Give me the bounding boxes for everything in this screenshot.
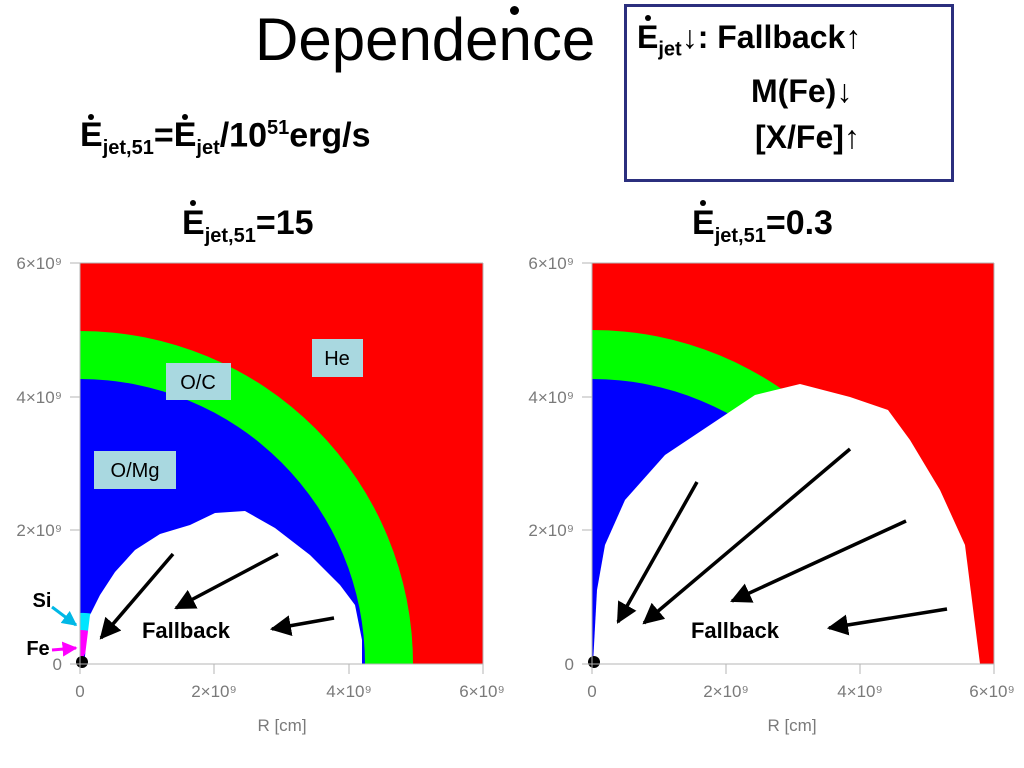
y-tick-label: 2×10⁹ [528, 521, 574, 540]
y-tick-label: 6×10⁹ [528, 254, 574, 273]
title-dot [510, 6, 519, 15]
summary-line-2: M(Fe)↓ [751, 73, 853, 109]
center-dot [76, 656, 88, 668]
y-tick-label: 4×10⁹ [528, 388, 574, 407]
axes [70, 262, 995, 674]
x-tick-label: 6×10⁹ [459, 682, 505, 701]
fallback-label: Fallback [142, 618, 231, 643]
y-tick-label: 2×10⁹ [16, 521, 62, 540]
right-plot [592, 263, 994, 664]
fallback-region [593, 384, 980, 664]
y-tick-label: 4×10⁹ [16, 388, 62, 407]
panel-left-label: Ejet,51=15 [182, 204, 314, 247]
fallback-arrows-right [616, 447, 948, 636]
fallback-arrows-left [99, 552, 335, 640]
x-tick-label: 4×10⁹ [326, 682, 372, 701]
x-tick-label: 4×10⁹ [837, 682, 883, 701]
summary-box: Ejet↓: Fallback↑ M(Fe)↓ [X/Fe]↑ [624, 4, 954, 182]
edot-symbol: E [80, 116, 103, 155]
he-label-box [312, 339, 363, 377]
oc-label-box [166, 363, 231, 400]
edot-symbol: E [173, 116, 197, 155]
fe-label: Fe [26, 638, 49, 660]
fallback-label: Fallback [691, 618, 780, 643]
x-axis-label: R [cm] [257, 716, 306, 735]
he-label: He [324, 348, 350, 370]
summary-line-1: Ejet↓: Fallback↑ [637, 19, 862, 61]
definition-text: Ejet,51=Ejet/1051erg/s [80, 116, 371, 160]
x-tick-label: 2×10⁹ [191, 682, 237, 701]
y-tick-label: 0 [565, 655, 574, 674]
summary-line-3: [X/Fe]↑ [755, 119, 860, 155]
x-tick-label: 0 [75, 682, 84, 701]
slide-title: Dependence [255, 6, 596, 73]
x-tick-label: 0 [587, 682, 596, 701]
x-tick-label: 6×10⁹ [969, 682, 1015, 701]
si-label: Si [33, 590, 52, 612]
si-pointer [51, 605, 78, 627]
y-tick-label: 0 [53, 655, 62, 674]
y-tick-label: 6×10⁹ [16, 254, 62, 273]
omg-label: O/Mg [111, 460, 160, 482]
x-axis-label: R [cm] [767, 716, 816, 735]
fe-pointer [51, 641, 78, 657]
omg-label-box [94, 451, 176, 489]
x-tick-label: 2×10⁹ [703, 682, 749, 701]
center-dot [588, 656, 600, 668]
panel-right-label: Ejet,51=0.3 [692, 204, 833, 247]
oc-label: O/C [180, 372, 216, 394]
